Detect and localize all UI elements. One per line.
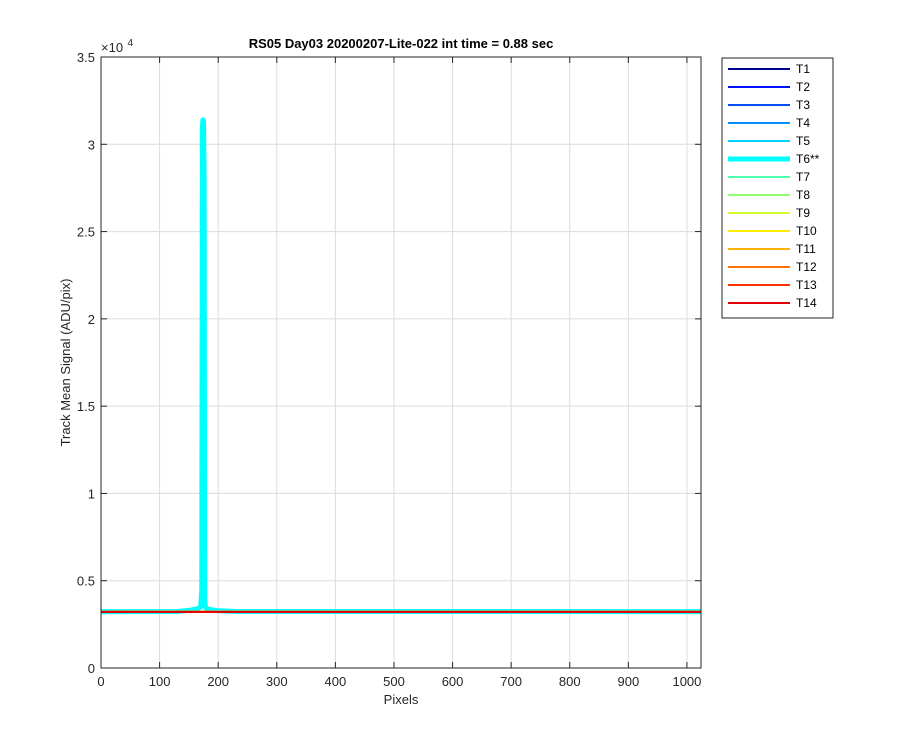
axis-ticks: 0 100 200 300 400 500 600 700 800 900 1000 0 0.5 1 1.5… — [77, 50, 701, 689]
x-tick-label: 900 — [617, 674, 639, 689]
legend-label: T10 — [796, 224, 817, 238]
y-exponent-label: ×10 4 — [101, 38, 134, 56]
y-tick-label: 2 — [88, 312, 95, 327]
x-tick-label: 200 — [207, 674, 229, 689]
y-tick-label: 3.5 — [77, 50, 95, 65]
legend: T1 T2 T3 T4 T5 T6** T7 T8 T9 T10 T11 T12 T13 T14 — [721, 57, 834, 319]
y-exponent-base: ×10 — [101, 40, 123, 55]
series-line-t6 — [100, 117, 702, 615]
legend-label: T9 — [796, 206, 810, 220]
x-tick-label: 0 — [97, 674, 104, 689]
y-tick-label: 0 — [88, 661, 95, 676]
legend-label: T6** — [796, 152, 820, 166]
legend-label: T7 — [796, 170, 810, 184]
x-tick-label: 300 — [266, 674, 288, 689]
legend-label: T8 — [796, 188, 810, 202]
x-axis-label: Pixels — [384, 692, 419, 707]
x-tick-label: 800 — [559, 674, 581, 689]
y-tick-label: 0.5 — [77, 574, 95, 589]
y-tick-label: 3 — [88, 137, 95, 152]
y-tick-label: 1.5 — [77, 399, 95, 414]
x-tick-label: 600 — [442, 674, 464, 689]
legend-label: T1 — [796, 62, 810, 76]
y-axis-label: Track Mean Signal (ADU/pix) — [58, 279, 73, 447]
legend-label: T11 — [796, 242, 816, 256]
legend-label: T4 — [796, 116, 810, 130]
legend-label: T5 — [796, 134, 810, 148]
legend-box — [721, 57, 834, 319]
x-tick-label: 500 — [383, 674, 405, 689]
grid-lines — [101, 57, 701, 668]
chart-title: RS05 Day03 20200207-Lite-022 int time = … — [249, 36, 554, 51]
series-lines — [100, 117, 702, 615]
legend-label: T2 — [796, 80, 810, 94]
legend-label: T12 — [796, 260, 817, 274]
y-tick-label: 2.5 — [77, 225, 95, 240]
legend-label: T13 — [796, 278, 817, 292]
x-tick-label: 400 — [325, 674, 347, 689]
x-tick-label: 700 — [500, 674, 522, 689]
y-exponent-power: 4 — [128, 38, 134, 49]
legend-label: T14 — [796, 296, 817, 310]
plot-area — [101, 57, 701, 668]
x-tick-label: 100 — [149, 674, 171, 689]
x-tick-label: 1000 — [672, 674, 701, 689]
y-tick-label: 1 — [88, 486, 95, 501]
legend-label: T3 — [796, 98, 810, 112]
axes-box — [100, 56, 702, 669]
